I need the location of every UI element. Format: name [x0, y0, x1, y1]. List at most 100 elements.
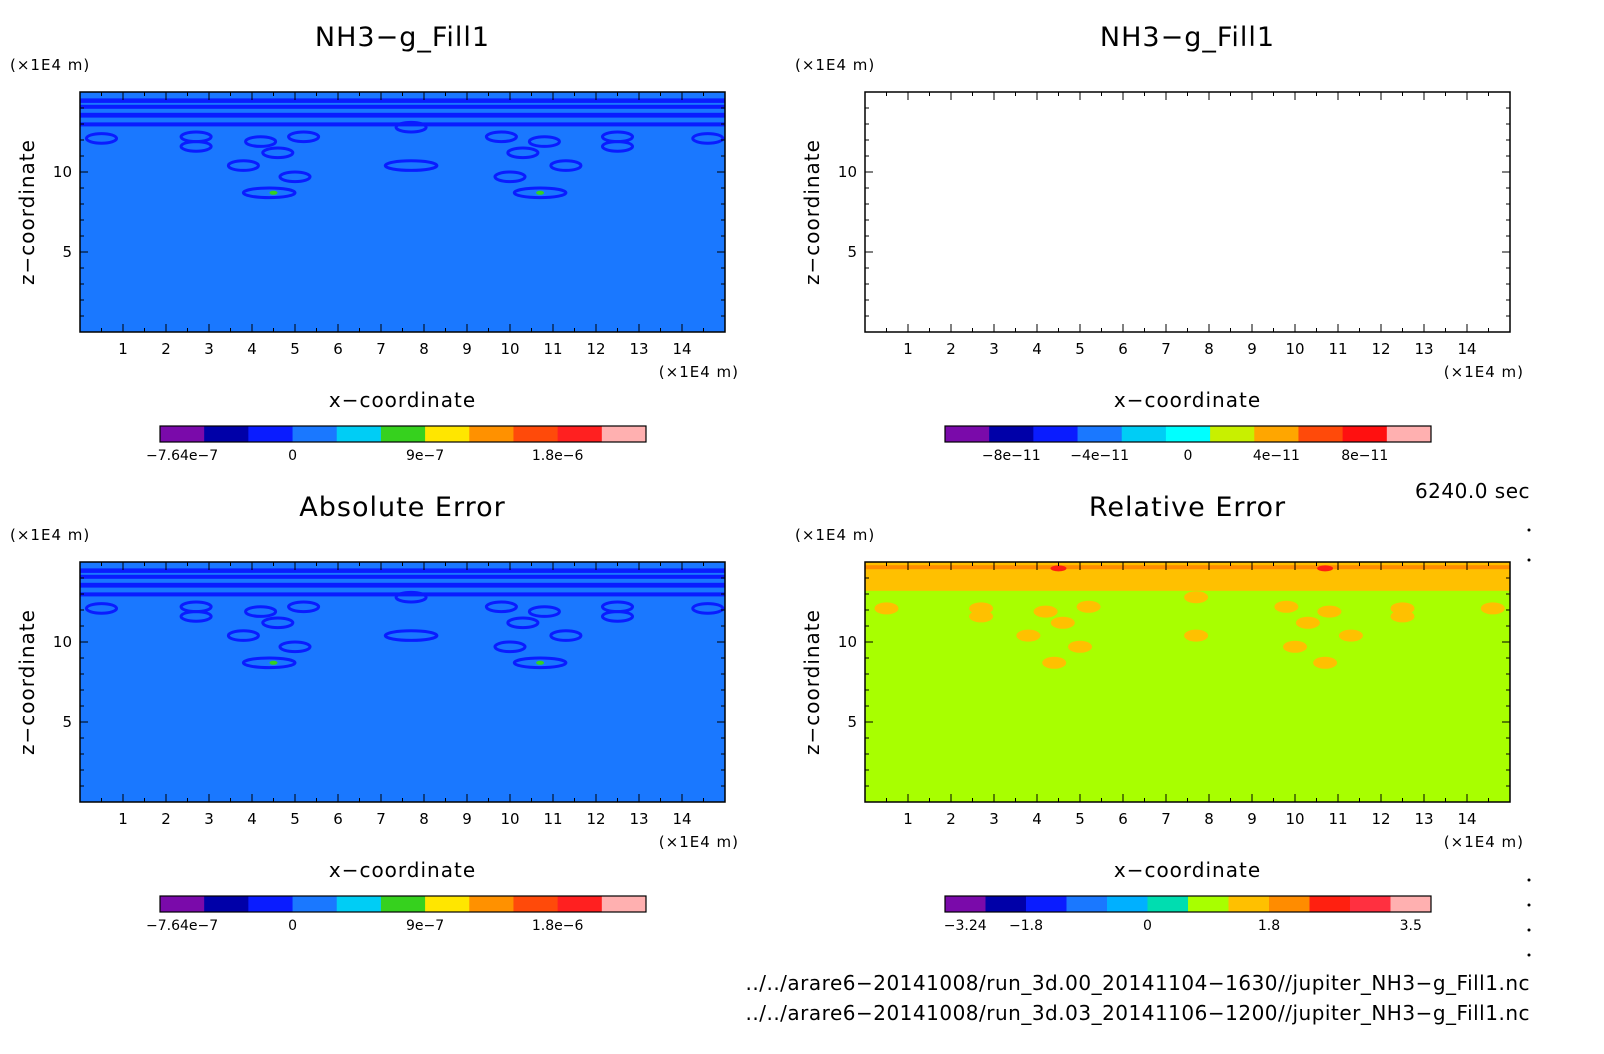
band-1 [80, 104, 725, 109]
x-tick-label: 11 [543, 340, 562, 358]
colorbar-swatch [248, 896, 294, 912]
x-tick-label: 4 [1032, 340, 1042, 358]
rel-blob-9 [1184, 629, 1209, 642]
peak-marker-0 [269, 660, 278, 665]
x-tick-label: 9 [462, 810, 472, 828]
rel-blob-16 [1390, 610, 1415, 623]
x-tick-label: 13 [629, 810, 648, 828]
band-0 [80, 568, 725, 573]
rel-blob-8 [1042, 656, 1067, 669]
rel-peak-0 [1050, 565, 1067, 572]
contour-blob-14 [549, 629, 583, 642]
x-tick-label: 4 [247, 810, 257, 828]
rel-blob-6 [1016, 629, 1041, 642]
y-unit-label: (×1E4 m) [795, 56, 875, 74]
colorbar-tick-label: 9e−7 [406, 448, 444, 464]
x-tick-label: 6 [1118, 340, 1128, 358]
x-tick-label: 1 [903, 340, 913, 358]
colorbar-tick-label: −7.64e−7 [146, 448, 218, 464]
colorbar-swatch [1298, 426, 1344, 442]
peak-marker-0 [269, 190, 278, 195]
x-tick-label: 13 [1414, 810, 1433, 828]
x-tick-label: 10 [1285, 340, 1304, 358]
colorbar-tick-label: 8e−11 [1341, 448, 1388, 464]
colorbar-swatch [945, 896, 986, 912]
margin-dot [1527, 953, 1531, 957]
x-tick-label: 2 [946, 810, 956, 828]
x-unit-label: (×1E4 m) [1444, 833, 1524, 851]
colorbar-swatch [601, 896, 647, 912]
x-tick-label: 3 [204, 810, 214, 828]
rel-blob-19 [1480, 602, 1505, 615]
colorbar: −8e−11 −4e−11 0 4e−11 8e−11 [944, 425, 1432, 464]
colorbar-swatch [985, 896, 1027, 912]
colorbar-swatch [1165, 426, 1211, 442]
y-tick-label: 5 [847, 243, 857, 261]
colorbar-swatch [248, 426, 294, 442]
colorbar-swatch [1309, 896, 1351, 912]
contour-blob-5 [261, 146, 295, 160]
x-tick-label: 2 [161, 810, 171, 828]
y-axis-label: z−coordinate [800, 139, 824, 285]
file-path-2: ../../arare6−20141008/run_3d.03_20141106… [746, 1001, 1530, 1025]
x-tick-label: 14 [672, 340, 691, 358]
time-label: 6240.0 sec [1415, 479, 1530, 503]
contour-blob-6 [226, 629, 260, 642]
x-tick-label: 6 [1118, 810, 1128, 828]
contour-blob-3 [244, 135, 278, 148]
x-tick-label: 10 [500, 810, 519, 828]
colorbar-swatch [1026, 896, 1067, 912]
margin-dot [1527, 878, 1531, 882]
y-unit-label: (×1E4 m) [795, 526, 875, 544]
x-tick-label: 10 [500, 340, 519, 358]
colorbar-tick-label: 4e−11 [1253, 448, 1300, 464]
x-axis-label: x−coordinate [329, 858, 476, 882]
peak-marker-1 [536, 190, 545, 195]
contour-layer [865, 562, 1510, 669]
x-tick-label: 7 [376, 810, 386, 828]
band-2 [80, 582, 725, 588]
x-tick-label: 12 [1371, 340, 1390, 358]
x-tick-label: 8 [419, 340, 429, 358]
contour-blob-4 [287, 600, 321, 614]
contour-blob-14 [549, 159, 583, 172]
colorbar-swatch [1033, 426, 1079, 442]
y-tick-label: 10 [838, 163, 857, 181]
rel-blob-12 [1317, 605, 1342, 618]
band-1 [80, 574, 725, 579]
x-tick-label: 8 [419, 810, 429, 828]
contour-blob-16 [600, 140, 635, 153]
x-tick-label: 3 [204, 340, 214, 358]
x-tick-label: 6 [333, 340, 343, 358]
x-unit-label: (×1E4 m) [659, 363, 739, 381]
margin-dot [1527, 558, 1531, 562]
colorbar-swatch [204, 896, 249, 912]
y-tick-label: 5 [62, 243, 72, 261]
colorbar-swatch [336, 426, 382, 442]
colorbar-tick-label: 0 [1143, 918, 1152, 934]
rel-blob-7 [1068, 640, 1092, 653]
colorbar-swatch [1066, 896, 1108, 912]
colorbar-swatch [380, 896, 426, 912]
x-tick-label: 9 [1247, 340, 1257, 358]
colorbar-swatch [513, 896, 559, 912]
contour-blob-19 [691, 602, 725, 615]
colorbar-swatch [989, 426, 1034, 442]
colorbar-tick-label: −4e−11 [1070, 448, 1129, 464]
rel-peak-1 [1317, 565, 1334, 572]
y-tick-label: 10 [53, 163, 72, 181]
colorbar-swatch [1342, 426, 1388, 442]
contour-blob-11 [484, 600, 518, 614]
colorbar-swatch [513, 426, 559, 442]
x-tick-label: 11 [543, 810, 562, 828]
x-axis-label: x−coordinate [329, 388, 476, 412]
rel-blob-0 [874, 602, 899, 615]
x-tick-label: 14 [672, 810, 691, 828]
peak-marker-1 [536, 660, 545, 665]
file-path-1: ../../arare6−20141008/run_3d.00_20141104… [746, 971, 1530, 995]
contour-blob-7 [278, 640, 312, 654]
x-tick-label: 14 [1457, 810, 1476, 828]
chart-panel-4: Relative Error(×1E4 m)1 2 3 4 5 6 7 8 9 10 11 12 13 1… [795, 492, 1524, 934]
x-tick-label: 3 [989, 810, 999, 828]
